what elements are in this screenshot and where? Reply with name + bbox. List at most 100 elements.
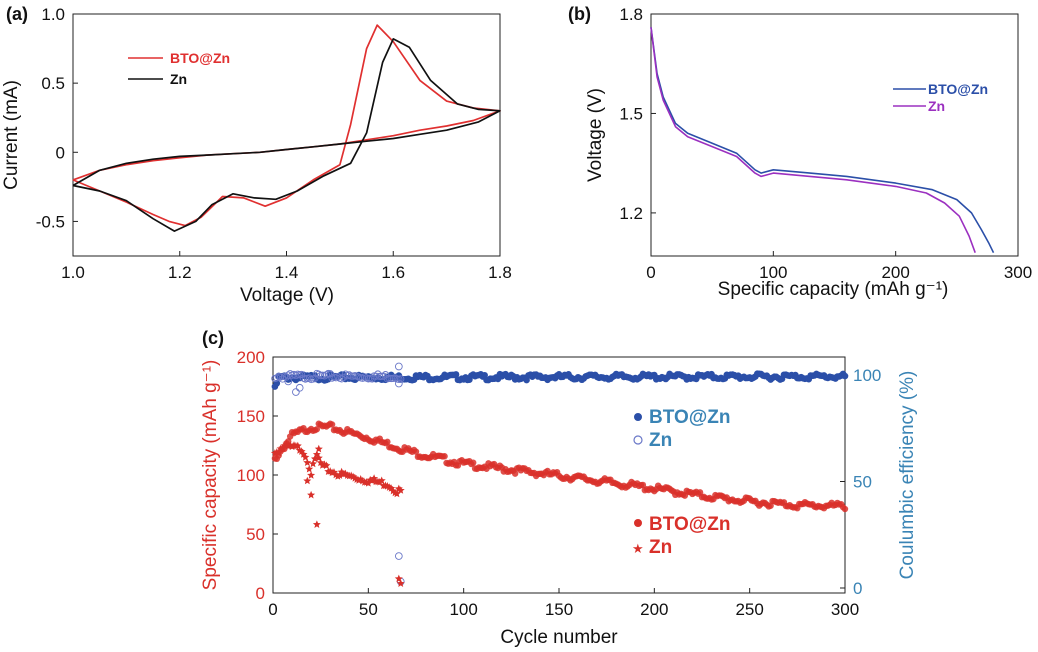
point-zn-capacity-outlier: [314, 444, 323, 453]
point-zn-capacity: [305, 464, 314, 473]
y2-tick-label: 100: [853, 366, 881, 385]
x-tick-label: 300: [1004, 263, 1032, 282]
panel-label-c: (c): [202, 328, 224, 348]
point-zn-efficiency-outlier: [284, 377, 293, 386]
point-zn-capacity-outlier: [312, 520, 321, 528]
point-zn-capacity-outlier: [303, 476, 312, 485]
point-zn-efficiency-outlier: [295, 383, 304, 392]
x-tick-label: 200: [881, 263, 909, 282]
point-bto-zn-capacity: [639, 481, 647, 489]
x-tick-label: 1.6: [381, 263, 405, 282]
point-zn-efficiency: [297, 370, 306, 379]
y-tick-label: 1.2: [619, 204, 643, 223]
chart-b-ticks: 0 100 200 300 1.2 1.5 1.8: [619, 5, 1032, 282]
point-zn-efficiency: [305, 374, 313, 382]
point-bto-zn-efficiency: [452, 371, 460, 378]
point-zn-capacity-outlier: [396, 579, 405, 587]
chart-b-legend-zn: Zn: [928, 98, 945, 114]
x-tick-label: 150: [545, 600, 573, 619]
chart-c-legend-zn-cap: Zn: [649, 537, 672, 558]
chart-b-xlabel: Specific capacity (mAh g⁻¹): [718, 279, 949, 300]
chart-b: 0 100 200 300 1.2 1.5 1.8 Specific capacity (m…: [585, 5, 1032, 300]
y-tick-label: 0: [56, 143, 65, 162]
chart-a-legend: BTO@Zn Zn: [128, 50, 230, 87]
point-zn-efficiency: [276, 373, 285, 381]
point-zn-efficiency: [332, 374, 340, 382]
chart-a-legend-zn: Zn: [170, 71, 187, 87]
point-zn-efficiency: [292, 371, 300, 380]
y-tick-label: 0: [256, 584, 265, 603]
x-tick-label: 0: [646, 263, 655, 282]
point-zn-efficiency: [345, 371, 353, 379]
y-tick-label: 50: [246, 525, 265, 544]
point-zn-capacity: [314, 453, 323, 462]
point-zn-efficiency: [337, 375, 346, 383]
chart-c-legend-bto-cap: BTO@Zn: [649, 514, 731, 535]
chart-a-legend-bto: BTO@Zn: [170, 50, 230, 66]
point-zn-capacity: [316, 458, 325, 467]
chart-c: 0 50 100 150 200 250 300 0 50 100 150 200 0 50 100 Cyc…: [200, 348, 918, 648]
point-zn-capacity: [396, 486, 405, 494]
chart-c-legend-marker-bto-cap: [634, 519, 642, 527]
chart-c-legend-zn-eff: Zn: [649, 430, 672, 451]
point-zn-efficiency: [397, 375, 405, 383]
chart-b-ylabel: Voltage (V): [585, 88, 606, 182]
x-tick-label: 300: [831, 600, 859, 619]
chart-c-legend-marker-zn-cap: ★: [632, 542, 644, 557]
chart-c-legend-marker-zn-eff: [633, 435, 643, 445]
x-tick-label: 100: [759, 263, 787, 282]
y-tick-label: 1.5: [619, 104, 643, 123]
point-bto-zn-capacity: [841, 505, 849, 513]
y-tick-label: 1.8: [619, 5, 643, 24]
y-tick-label: 1.0: [41, 5, 65, 24]
chart-c-legend-marker-bto-eff: [634, 413, 642, 421]
point-zn-capacity: [288, 442, 297, 451]
point-bto-zn-capacity: [511, 470, 519, 477]
chart-c-xlabel: Cycle number: [500, 627, 618, 648]
point-zn-efficiency: [273, 374, 281, 382]
point-zn-efficiency: [381, 371, 390, 379]
point-bto-zn-capacity: [696, 489, 704, 496]
chart-b-legend: BTO@Zn Zn: [893, 81, 988, 114]
point-bto-zn-capacity: [441, 453, 448, 460]
point-zn-capacity: [392, 489, 401, 498]
x-tick-label: 1.0: [61, 263, 85, 282]
point-zn-capacity-outlier: [307, 490, 316, 499]
chart-b-line-bto: [650, 27, 995, 254]
x-tick-label: 250: [735, 600, 763, 619]
chart-b-frame: [650, 13, 1019, 257]
chart-a-ylabel: Current (mA): [1, 80, 22, 190]
y2-tick-label: 0: [853, 579, 862, 598]
point-zn-efficiency-outlier: [292, 388, 300, 396]
y-tick-label: -0.5: [36, 212, 65, 231]
point-zn-efficiency: [334, 373, 342, 381]
x-tick-label: 0: [268, 600, 277, 619]
x-tick-label: 1.8: [488, 263, 512, 282]
x-tick-label: 200: [640, 600, 668, 619]
chart-c-legend-bto-eff: BTO@Zn: [649, 407, 731, 428]
point-zn-capacity: [309, 459, 317, 468]
x-tick-label: 1.4: [275, 263, 299, 282]
chart-a-frame: [72, 13, 501, 257]
y-tick-label: 100: [237, 466, 265, 485]
y-tick-label: 200: [237, 348, 265, 367]
x-tick-label: 50: [359, 600, 378, 619]
point-zn-efficiency: [372, 372, 380, 380]
y-tick-label: 0.5: [41, 74, 65, 93]
point-zn-efficiency-outlier: [394, 362, 403, 371]
chart-a-xlabel: Voltage (V): [240, 285, 334, 306]
x-tick-label: 1.2: [168, 263, 192, 282]
point-bto-zn-capacity: [384, 438, 391, 446]
chart-b-legend-bto: BTO@Zn: [928, 81, 988, 97]
chart-b-series: [650, 27, 995, 254]
chart-c-ylabel: Specific capacity (mAh g⁻¹): [200, 360, 221, 591]
chart-a: 1.0 1.2 1.4 1.6 1.8 -0.5 0 0.5 1.0 Voltage (V) C…: [1, 5, 512, 306]
y2-tick-label: 50: [853, 473, 872, 492]
x-tick-label: 100: [449, 600, 477, 619]
point-bto-zn-efficiency: [841, 372, 849, 380]
point-zn-capacity: [322, 461, 331, 469]
chart-a-line-zn: [72, 38, 501, 232]
chart-c-legend: BTO@Zn Zn BTO@Zn ★ Zn: [632, 407, 731, 558]
chart-c-series: [270, 362, 849, 587]
